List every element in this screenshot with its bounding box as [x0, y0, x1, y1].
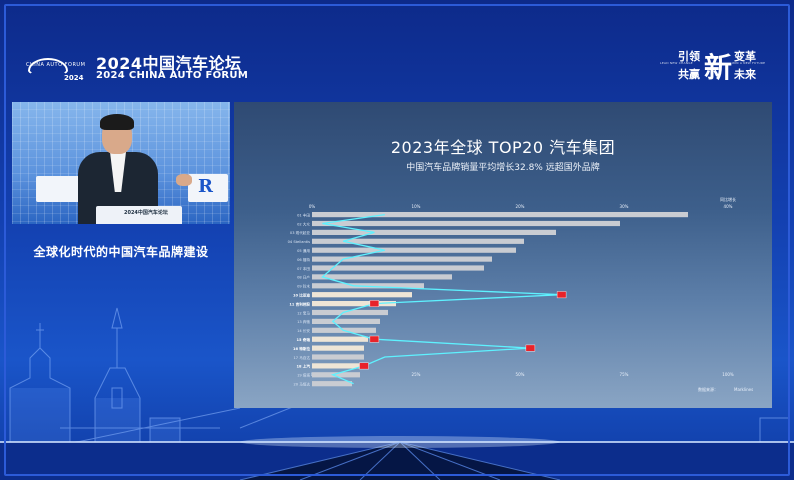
bar [312, 345, 364, 351]
bar-label: 06 福特 [297, 257, 310, 262]
growth-marker [369, 300, 380, 307]
bar [312, 265, 484, 271]
growth-marker [369, 335, 380, 343]
source-label: 数据来源： [698, 386, 718, 392]
ground-decoration [0, 436, 794, 480]
bar-label: 18 上汽 [297, 364, 311, 369]
logo-arc-icon [28, 58, 68, 76]
speaker-shirt [110, 152, 126, 192]
speaker-video: R 2024中国汽车论坛 [12, 102, 230, 224]
bar [312, 363, 360, 369]
bottom-axis-tick: 25% [412, 372, 421, 377]
speaker-hand [176, 174, 192, 186]
slide-title: 2023年全球 TOP20 汽车集团 [390, 138, 616, 157]
slogan-left-top: 引领 [678, 50, 700, 63]
top-axis-tick: 40% [724, 204, 733, 209]
bar-label: 13 奔驰 [297, 319, 310, 324]
bar-label: 20 马恒达 [294, 382, 311, 387]
bar-label: 11 吉利控股 [289, 301, 310, 306]
bar-label: 07 本田 [297, 266, 310, 271]
bar [312, 212, 688, 218]
bar [312, 229, 556, 235]
podium-text: 2024中国汽车论坛 [124, 210, 168, 216]
bar-label: 05 通用 [297, 248, 310, 253]
bar [312, 238, 524, 244]
podium [96, 206, 182, 224]
speech-topic: 全球化时代的中国汽车品牌建设 [33, 245, 209, 259]
video-left-sign [36, 176, 86, 202]
forum-subtitle: 2024 CHINA AUTO FORUM [96, 70, 249, 81]
bar [312, 274, 452, 280]
slogan-tiny-left: LEAD NEW CHANGE [660, 61, 693, 65]
top-axis-tick: 0% [309, 204, 316, 209]
bar-label: 08 日产 [297, 275, 310, 280]
presentation-slide: 2023年全球 TOP20 汽车集团 中国汽车品牌销量平均增长32.8% 远超国… [234, 102, 772, 408]
bottom-axis-tick: 75% [620, 372, 629, 377]
growth-marker [525, 344, 536, 352]
slide-subtitle: 中国汽车品牌销量平均增长32.8% 远超国外品牌 [406, 163, 600, 173]
bar-highlight-overlay [312, 345, 364, 351]
growth-marker [359, 362, 369, 370]
bar-label: 15 奇瑞 [297, 337, 311, 342]
bar-label: 17 马自达 [294, 355, 311, 360]
bar-highlight-overlay [312, 292, 412, 298]
slogan-right-top: 变革 [734, 50, 756, 63]
bar-label: 12 宝马 [297, 310, 310, 315]
ranking-chart: 同比增长 数据来源： Marklines 0%10%20%30%40%025%5… [288, 196, 754, 392]
bar-label: 19 塔塔 [297, 373, 310, 378]
bar [312, 220, 620, 227]
bar-label: 10 比亚迪 [293, 293, 310, 298]
bar [312, 318, 380, 324]
logo-year: 2024 [64, 74, 84, 82]
video-right-sign [188, 174, 228, 202]
bar-label: 09 铃木 [297, 284, 310, 289]
slogan-right-bottom: 未来 [734, 68, 756, 81]
bottom-axis-tick: 100% [722, 372, 734, 377]
forum-logo: CHINA AUTO FORUM 2024 [24, 50, 254, 90]
bar-highlight-overlay [312, 363, 360, 369]
growth-marker [556, 291, 567, 299]
bar [312, 309, 388, 316]
growth-line [321, 213, 562, 385]
forum-title: 2024中国汽车论坛 [96, 54, 242, 73]
bar [312, 292, 412, 298]
slogan-big-char: 新 [704, 51, 733, 84]
bar-label: 14 长安 [297, 328, 310, 333]
logo-small-text: CHINA AUTO FORUM [26, 62, 86, 68]
bar [312, 247, 516, 253]
legend-label: 同比增长 [720, 196, 736, 202]
top-axis-tick: 20% [516, 204, 525, 209]
bar [312, 381, 352, 387]
bar [312, 336, 368, 342]
bar [312, 354, 364, 360]
bar-label: 04 Stellantis [288, 240, 311, 244]
top-axis-tick: 30% [620, 204, 629, 209]
bar [312, 256, 492, 262]
bar-label: 02 大众 [297, 221, 310, 226]
bottom-axis-tick: 50% [516, 372, 525, 377]
bar-label: 16 特斯拉 [293, 346, 310, 351]
bar-label: 01 丰田 [297, 212, 310, 217]
video-right-logo: R [198, 176, 213, 197]
top-axis-tick: 10% [412, 204, 421, 209]
bar [312, 372, 360, 378]
bar-highlight-overlay [312, 336, 368, 342]
source-right-label: Marklines [734, 387, 753, 392]
bar [312, 301, 396, 307]
bar-highlight-overlay [312, 301, 396, 307]
forum-slogan: 引领 LEAD NEW CHANGE 共赢 新 变革 WIN A NEW FUT… [660, 44, 770, 86]
slogan-tiny-right: WIN A NEW FUTURE [732, 61, 766, 65]
slogan-left-bottom: 共赢 [678, 68, 700, 81]
speaker-hair [100, 114, 134, 130]
bar-label: 03 现代起亚 [290, 230, 310, 235]
